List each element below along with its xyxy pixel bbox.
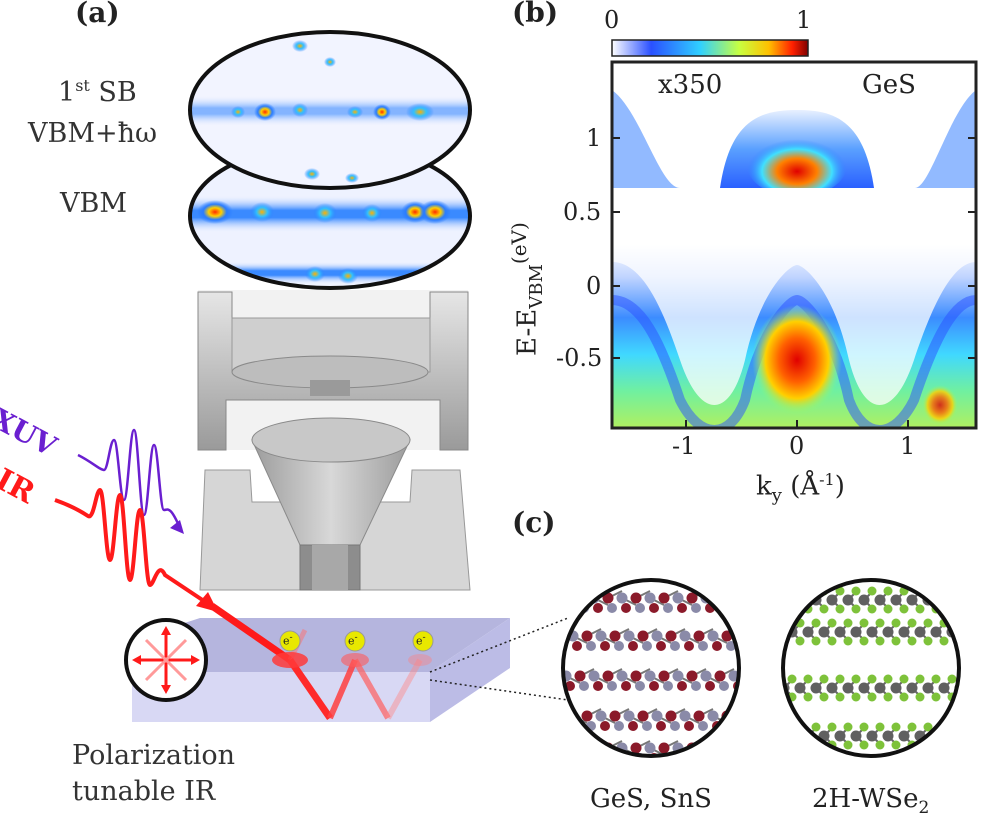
electron-label-1: e-: [283, 632, 293, 648]
xtick-1: 1: [900, 432, 916, 460]
vbm-label: VBM: [60, 188, 127, 219]
ytick-1: 1: [586, 124, 602, 152]
electron-2-icon: [344, 630, 366, 652]
panel-a-label: (a): [75, 0, 120, 29]
ges-sns-caption: GeS, SnS: [590, 784, 712, 814]
scale-factor-label: x350: [658, 70, 723, 100]
ytick-neg-0-5: -0.5: [556, 344, 603, 372]
wse2-structure: [781, 578, 961, 758]
electron-1-icon: [279, 630, 301, 652]
zoom-line-bottom: [429, 679, 569, 701]
xtick-neg-1: -1: [672, 432, 696, 460]
ir-pulse: [54, 487, 218, 612]
electron-analyzer-lens: [197, 290, 471, 591]
electron-label-2: e-: [348, 632, 358, 648]
colorbar: [611, 39, 809, 57]
electron-3-icon: [412, 630, 434, 652]
vbm-hw-label: VBM+ħω: [28, 118, 158, 149]
sample-slab: [132, 618, 510, 722]
x-axis-label: ky (Å-1): [756, 470, 845, 506]
ytick-0-5: 0.5: [563, 198, 602, 226]
sideband-label: 1st SB: [58, 76, 137, 108]
y-axis-label: E-EVBM(eV): [507, 222, 547, 356]
wse2-caption: 2H-WSe2: [812, 784, 930, 819]
polarization-label-line2: tunable IR: [72, 776, 216, 807]
panel-b-label: (b): [512, 0, 559, 29]
ges-sns-structure: [561, 578, 741, 758]
vbm-momentum-map: [188, 142, 472, 290]
sideband-momentum-map: [188, 30, 472, 190]
electrons: [279, 630, 434, 652]
electron-label-3: e-: [416, 632, 426, 648]
polarization-label-line1: Polarization: [72, 740, 236, 771]
arpes-map: [610, 39, 978, 430]
panel-c-label: (c): [512, 506, 556, 539]
colorbar-min-label: 0: [604, 6, 620, 34]
material-label: GeS: [862, 70, 916, 100]
xtick-0: 0: [789, 432, 805, 460]
ytick-0: 0: [586, 272, 602, 300]
colorbar-max-label: 1: [796, 6, 812, 34]
polarization-icon: [124, 618, 208, 702]
xuv-pulse: [77, 428, 184, 534]
